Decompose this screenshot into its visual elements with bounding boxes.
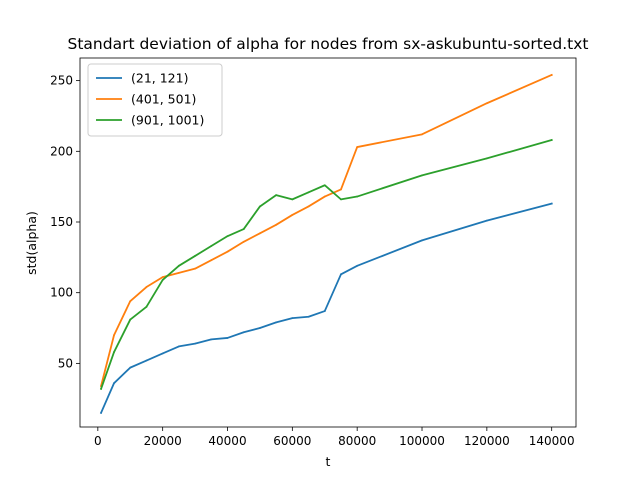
x-tick-label: 20000: [144, 434, 182, 448]
data-point-s0-15: [340, 273, 342, 276]
series-line-2: [99, 138, 553, 390]
data-point-s0-5: [177, 345, 180, 348]
y-tick-label: 150: [50, 215, 73, 229]
data-point-s1-12: [291, 214, 294, 216]
data-point-s1-2: [129, 300, 132, 303]
data-point-s2-4: [161, 279, 164, 281]
data-point-s1-11: [275, 223, 278, 226]
data-point-s2-19: [550, 139, 553, 141]
data-point-s2-16: [356, 195, 359, 198]
data-point-s2-10: [259, 205, 261, 208]
x-tick-label: 120000: [464, 434, 510, 448]
data-point-s0-2: [129, 366, 132, 369]
x-tick-label: 140000: [529, 434, 575, 448]
data-point-s1-14: [323, 195, 326, 198]
data-point-s0-14: [323, 310, 326, 312]
x-tick-label: 0: [94, 434, 102, 448]
x-tick-label: 100000: [399, 434, 445, 448]
data-point-s1-18: [485, 102, 488, 105]
x-axis-label: t: [326, 454, 331, 469]
data-point-s1-1: [113, 334, 115, 336]
plot-frame: [79, 57, 577, 428]
data-point-s0-11: [275, 321, 278, 324]
legend-label-1: (401, 501): [131, 92, 196, 107]
data-point-s1-16: [356, 146, 359, 148]
data-point-s1-19: [550, 74, 553, 76]
data-point-s0-13: [307, 315, 310, 318]
legend-label-2: (901, 1001): [131, 113, 204, 128]
data-point-s2-12: [291, 198, 294, 201]
data-point-s0-8: [226, 337, 229, 339]
data-point-s0-10: [259, 327, 261, 329]
data-point-s2-5: [177, 264, 180, 267]
data-point-s2-8: [226, 235, 229, 238]
series-line-1: [99, 73, 553, 388]
series-line-0: [99, 202, 553, 415]
data-point-s1-13: [307, 205, 310, 208]
data-point-s1-4: [161, 276, 164, 279]
data-point-s1-6: [194, 267, 196, 270]
data-point-s0-18: [485, 219, 488, 222]
axes-layer: [79, 57, 577, 428]
data-point-s1-7: [210, 259, 213, 262]
legend: (21, 121) (401, 501) (901, 1001): [87, 63, 223, 137]
data-point-s2-0: [100, 387, 102, 390]
data-point-s1-3: [145, 286, 148, 288]
y-axis-label: std(alpha): [24, 211, 39, 275]
x-tick-label: 80000: [338, 434, 376, 448]
legend-box: [87, 63, 223, 137]
data-point-s2-18: [485, 157, 488, 160]
data-point-s0-1: [113, 382, 115, 385]
data-point-s0-4: [161, 352, 164, 355]
data-point-s2-11: [275, 194, 278, 197]
data-point-s2-2: [129, 318, 132, 321]
data-point-s0-7: [210, 338, 213, 341]
data-point-s2-3: [145, 305, 148, 308]
data-point-s2-7: [210, 245, 213, 247]
y-tick-label: 50: [58, 356, 73, 370]
data-point-s0-12: [291, 317, 294, 320]
data-point-s0-0: [100, 411, 102, 414]
series-layer: [99, 73, 553, 415]
x-tick-label: 40000: [208, 434, 246, 448]
legend-label-0: (21, 121): [131, 71, 188, 86]
data-point-s2-13: [307, 191, 310, 194]
data-point-s0-16: [356, 264, 359, 267]
data-point-s2-1: [113, 351, 115, 353]
data-point-s0-9: [242, 331, 245, 334]
data-point-s1-9: [242, 240, 245, 243]
y-tick-label: 100: [50, 286, 73, 300]
data-point-s0-3: [145, 359, 148, 362]
data-point-s2-15: [340, 198, 342, 201]
data-point-s2-6: [194, 255, 196, 257]
ticks-layer: 0 20000 40000 60000 80000 100000 120000 140000 5…: [50, 74, 574, 448]
chart-title: Standart deviation of alpha for nodes fr…: [68, 35, 589, 53]
data-point-s2-17: [421, 174, 423, 177]
data-point-s1-5: [177, 272, 180, 274]
x-tick-label: 60000: [273, 434, 311, 448]
data-point-s0-19: [550, 202, 553, 205]
data-point-s0-17: [421, 239, 423, 242]
data-point-s1-10: [259, 232, 261, 235]
data-point-s0-6: [194, 342, 196, 345]
data-point-s1-15: [340, 188, 342, 191]
data-point-s1-17: [421, 133, 423, 136]
data-point-s2-14: [323, 184, 326, 187]
data-point-s1-8: [226, 250, 229, 253]
y-tick-label: 200: [50, 144, 73, 158]
data-point-s2-9: [242, 228, 245, 230]
y-tick-label: 250: [50, 74, 73, 88]
